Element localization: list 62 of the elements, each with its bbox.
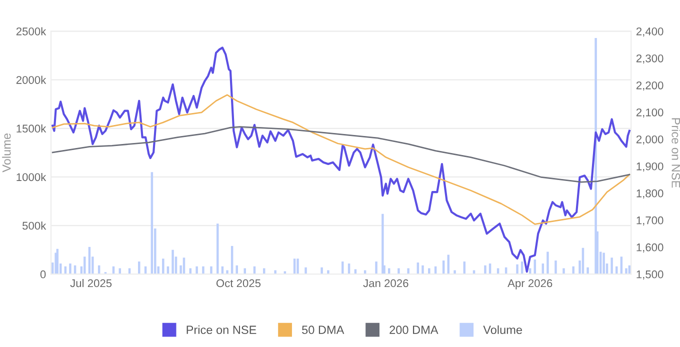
bar xyxy=(84,256,86,274)
y-tick-label: 1000k xyxy=(16,172,46,182)
bar xyxy=(454,270,456,274)
bar xyxy=(69,263,72,274)
line-series xyxy=(52,126,630,183)
bar xyxy=(226,270,228,274)
bar xyxy=(296,258,299,274)
x-tick-label: Jan 2026 xyxy=(363,279,408,288)
bar xyxy=(320,267,323,274)
legend-label: Volume xyxy=(483,325,522,334)
x-tick-label: Oct 2025 xyxy=(216,279,261,288)
bar xyxy=(407,268,410,274)
y2-tick-label: 2,000 xyxy=(636,135,664,145)
legend-label: Price on NSE xyxy=(186,325,256,334)
y2-tick-label: 2,200 xyxy=(636,81,664,91)
y2-tick-label: 1,700 xyxy=(636,216,664,226)
bar xyxy=(398,268,400,274)
y-axis-title: Volume xyxy=(2,134,11,172)
y-tick-label: 2500k xyxy=(16,27,46,36)
y2-tick-label: 1,800 xyxy=(636,189,664,199)
bar xyxy=(210,266,212,274)
bar xyxy=(554,260,557,274)
bar xyxy=(202,266,204,274)
bar xyxy=(586,267,589,274)
y-tick-label: 500k xyxy=(22,222,46,230)
bar xyxy=(382,214,384,274)
bar xyxy=(484,265,486,274)
bar xyxy=(516,264,518,274)
legend-label: 200 DMA xyxy=(390,326,438,334)
bar xyxy=(236,265,238,274)
y2-tick-label: 1,500 xyxy=(636,270,664,280)
y2-tick-label: 1,600 xyxy=(636,243,664,253)
bar xyxy=(572,266,574,274)
line-series xyxy=(52,94,630,225)
x-tick-label: Jul 2025 xyxy=(70,278,112,288)
bar xyxy=(162,258,164,274)
bar xyxy=(327,270,330,274)
y2-axis-title: Price on NSE xyxy=(672,118,680,188)
y-tick-label: 2000k xyxy=(16,76,46,84)
bar xyxy=(422,265,424,274)
bar xyxy=(602,252,605,274)
legend-label: 50 DMA xyxy=(302,326,344,334)
bar xyxy=(375,262,378,274)
bar xyxy=(196,266,198,274)
bar xyxy=(625,268,628,274)
bar xyxy=(274,270,276,274)
y-tick-label: 0 xyxy=(40,270,46,278)
bar xyxy=(610,258,613,274)
bar xyxy=(304,267,307,274)
bar xyxy=(594,38,597,274)
bar xyxy=(428,268,430,274)
line-series xyxy=(52,46,630,273)
bar xyxy=(216,224,219,274)
y2-tick-label: 2,100 xyxy=(636,108,664,118)
x-tick-label: Apr 2026 xyxy=(508,279,552,290)
y-tick-label: 1500k xyxy=(16,124,46,133)
y2-tick-label: 2,300 xyxy=(636,54,664,64)
bar xyxy=(172,250,174,274)
y2-tick-label: 1,900 xyxy=(636,162,664,172)
y2-tick-label: 2,400 xyxy=(636,27,664,37)
bar xyxy=(546,252,549,274)
bar xyxy=(562,268,565,274)
